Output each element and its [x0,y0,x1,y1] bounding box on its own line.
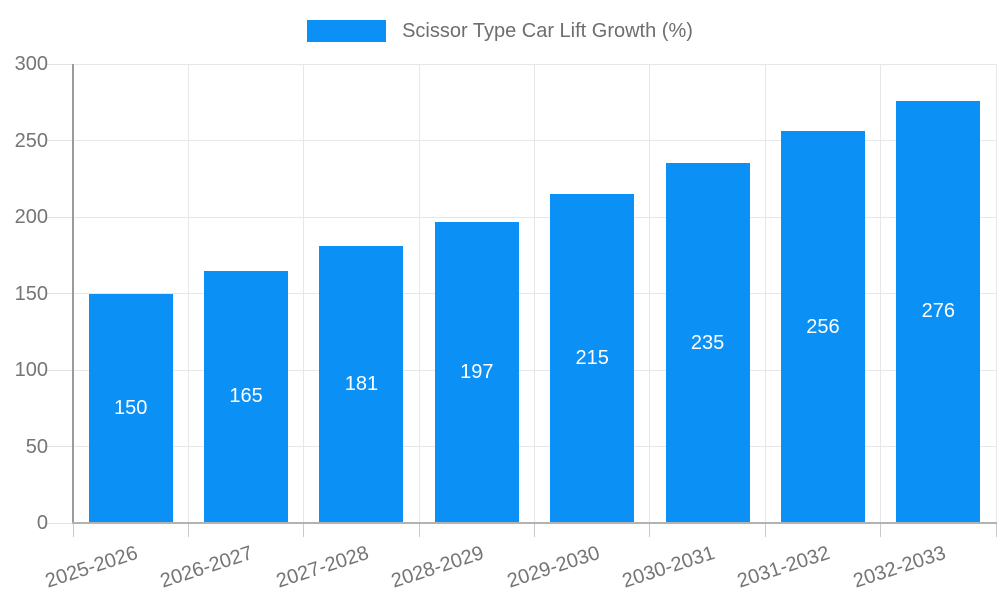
bar[interactable]: 235 [665,163,750,523]
x-axis-tick-label: 2031-2032 [734,542,833,593]
x-axis-tick [995,523,997,537]
bar-value-label: 256 [806,315,840,338]
y-axis-tick-label: 50 [25,435,48,458]
y-axis-tick-label: 200 [14,206,48,228]
x-axis-tick [649,523,651,537]
bar[interactable]: 256 [780,131,865,523]
vertical-gridline [764,64,766,523]
x-axis-tick [187,523,189,537]
y-axis-line [72,64,74,523]
vertical-gridline [187,64,189,523]
y-axis-tick [47,140,73,141]
bar[interactable]: 165 [204,270,289,523]
x-axis-tick-label: 2028-2029 [388,542,487,593]
x-axis-tick-label: 2027-2028 [273,542,372,593]
y-axis-tick [47,522,73,524]
bar[interactable]: 150 [88,293,173,523]
bar-value-label: 181 [344,373,379,396]
y-axis-tick-label: 150 [14,282,48,305]
x-axis-tick-label: 2030-2031 [619,542,718,593]
legend-label: Scissor Type Car Lift Growth (%) [402,20,693,42]
x-axis-tick [418,523,420,537]
vertical-gridline [418,64,420,523]
bar-value-label: 235 [690,331,725,354]
vertical-gridline [649,64,651,523]
vertical-gridline [303,64,305,523]
bar-value-label: 150 [114,396,148,419]
legend-swatch-icon [307,20,387,42]
x-axis-tick [764,523,766,537]
x-axis-tick [303,523,305,537]
x-axis-tick-label: 2025-2026 [42,542,141,593]
x-axis-tick-label: 2026-2027 [158,542,256,593]
legend[interactable]: Scissor Type Car Lift Growth (%) [0,20,1000,42]
y-axis-tick-label: 0 [36,512,48,534]
bar-value-label: 215 [575,347,609,370]
x-axis-line [72,522,997,524]
bar[interactable]: 215 [550,194,635,523]
vertical-gridline [995,64,997,523]
y-axis-tick [47,446,73,447]
bar[interactable]: 197 [434,221,519,523]
x-axis-tick-label: 2032-2033 [850,542,949,593]
bar-value-label: 165 [229,385,263,408]
y-axis-tick [47,293,73,294]
x-axis-tick-label: 2029-2030 [504,542,602,593]
x-axis-tick [534,523,535,537]
y-axis-tick [47,369,73,371]
x-axis-tick [880,523,882,537]
bar[interactable]: 181 [319,246,404,523]
y-axis-tick-label: 100 [14,359,48,381]
vertical-gridline [534,64,535,523]
y-axis-tick [47,63,73,65]
bar[interactable]: 276 [896,100,981,523]
y-axis-tick-label: 250 [14,129,48,152]
vertical-gridline [880,64,882,523]
x-axis-tick [72,523,74,537]
bar-value-label: 197 [460,360,494,383]
y-axis-tick-label: 300 [14,53,48,75]
y-axis-tick [47,216,73,218]
bar-value-label: 276 [921,300,955,323]
